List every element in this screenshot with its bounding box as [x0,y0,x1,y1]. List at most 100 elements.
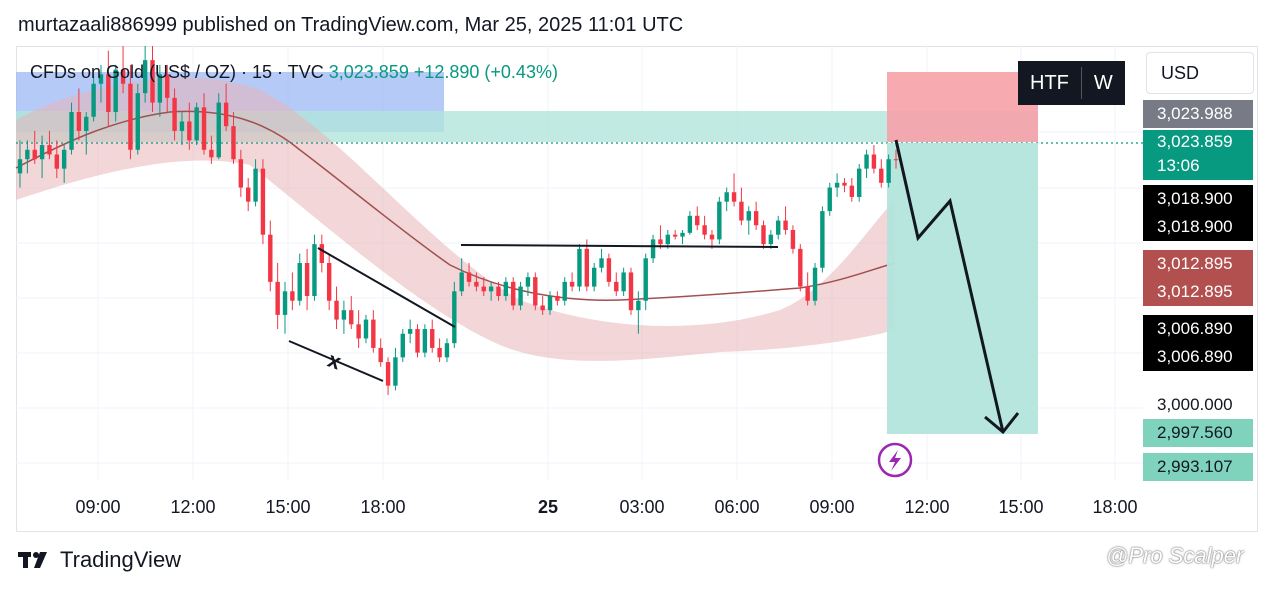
candle-up [444,343,450,358]
candle-down [349,310,354,325]
timeframe-box[interactable]: HTF W [1018,61,1125,105]
price-axis-label: 3,000.000 [1143,391,1253,419]
candle-up [341,310,347,320]
symbol-name: CFDs on Gold (US$ / OZ) · 15 · TVC [30,62,324,82]
candle-down [466,272,472,282]
candle-up [113,69,118,113]
candle-up [422,329,428,353]
candle-up [216,102,221,158]
price-value: 3,018.900 [1157,189,1233,208]
candle-up [834,182,840,188]
candle-up [179,121,185,131]
candle-up [577,248,582,287]
w-label[interactable]: W [1093,71,1113,94]
x-tick-label: 09:00 [75,497,121,517]
candle-up [827,187,832,212]
candle-up [84,116,89,131]
candle-up [768,234,774,245]
candle-down [879,168,884,183]
moving-average-line [15,110,896,301]
candle-up [636,300,641,311]
candle-up [91,83,96,117]
candle-down [187,121,192,141]
candle-down [496,286,501,297]
candle-down [304,263,310,297]
candle-down [106,74,111,113]
candle-down [378,347,383,363]
candle-up [459,272,464,292]
candle-up [98,74,104,84]
candle-down [798,248,803,287]
candle-down [238,159,244,188]
candle-up [25,149,30,160]
candle-down [658,239,663,245]
candle-up [864,154,869,169]
price-value: 3,018.900 [1157,217,1233,236]
candle-up [312,244,317,297]
candle-up [856,168,862,197]
candle-up [17,159,23,174]
candle-up [503,281,509,297]
candle-down [805,286,810,301]
candle-down [172,97,177,131]
price-axis-label: 3,012.895 [1143,278,1253,306]
candle-up [407,329,413,334]
projection-arrowhead [984,412,1020,435]
candle-down [849,185,855,197]
countdown-value: 13:06 [1157,156,1200,175]
htf-label[interactable]: HTF [1030,71,1069,94]
candle-down [356,324,361,339]
currency-button[interactable]: USD [1146,52,1254,94]
candle-down [569,281,575,287]
candle-down [371,319,376,348]
candle-down [385,362,391,386]
candle-down [430,329,435,348]
candle-down [290,291,295,301]
lightning-icon[interactable] [877,442,913,478]
candle-down [209,149,214,158]
candle-up [39,145,45,160]
stop-loss-zone [887,72,1038,142]
price-axis-label: 3,006.890 [1143,343,1253,371]
candle-up [776,220,781,235]
tradingview-logo[interactable]: TradingView [18,547,181,573]
candle-down [761,225,766,245]
projection-path [894,139,1005,433]
x-tick-label: 12:00 [170,497,216,517]
candle-down [709,234,715,240]
neckline [460,244,779,248]
candle-down [893,159,899,161]
candle-down [702,225,707,235]
x-tick-label: 15:00 [998,497,1044,517]
x-tick-label: 25 [537,497,559,517]
candle-up [665,234,670,245]
candle-down [790,229,796,249]
candle-up [452,291,457,344]
x-tick-label: 15:00 [265,497,311,517]
price-axis-label: 3,006.890 [1143,315,1253,343]
tv-logo-icon [18,552,47,568]
candle-up [717,201,722,240]
candle-down [533,277,538,306]
x-tick-label: 18:00 [1092,497,1138,517]
candle-up [142,60,148,94]
measure-label: x [325,347,346,375]
publisher-header: murtazaali886999 published on TradingVie… [18,14,684,36]
candle-up [488,286,494,292]
candle-up [687,215,693,233]
price-value: 3,012.895 [1157,282,1233,301]
price-value: 3,012.895 [1157,254,1233,273]
candle-up [746,211,751,221]
candle-up [591,267,597,287]
candle-up [724,192,729,202]
x-tick-label: 12:00 [904,497,950,517]
measure-line [288,340,384,382]
watermark: @Pro Scalper [1106,543,1244,568]
candle-down [555,296,560,301]
currency-label: USD [1161,62,1200,83]
candle-up [643,258,648,301]
take-profit-zone [887,143,1038,434]
candle-up [562,281,567,301]
candle-up [194,107,199,141]
